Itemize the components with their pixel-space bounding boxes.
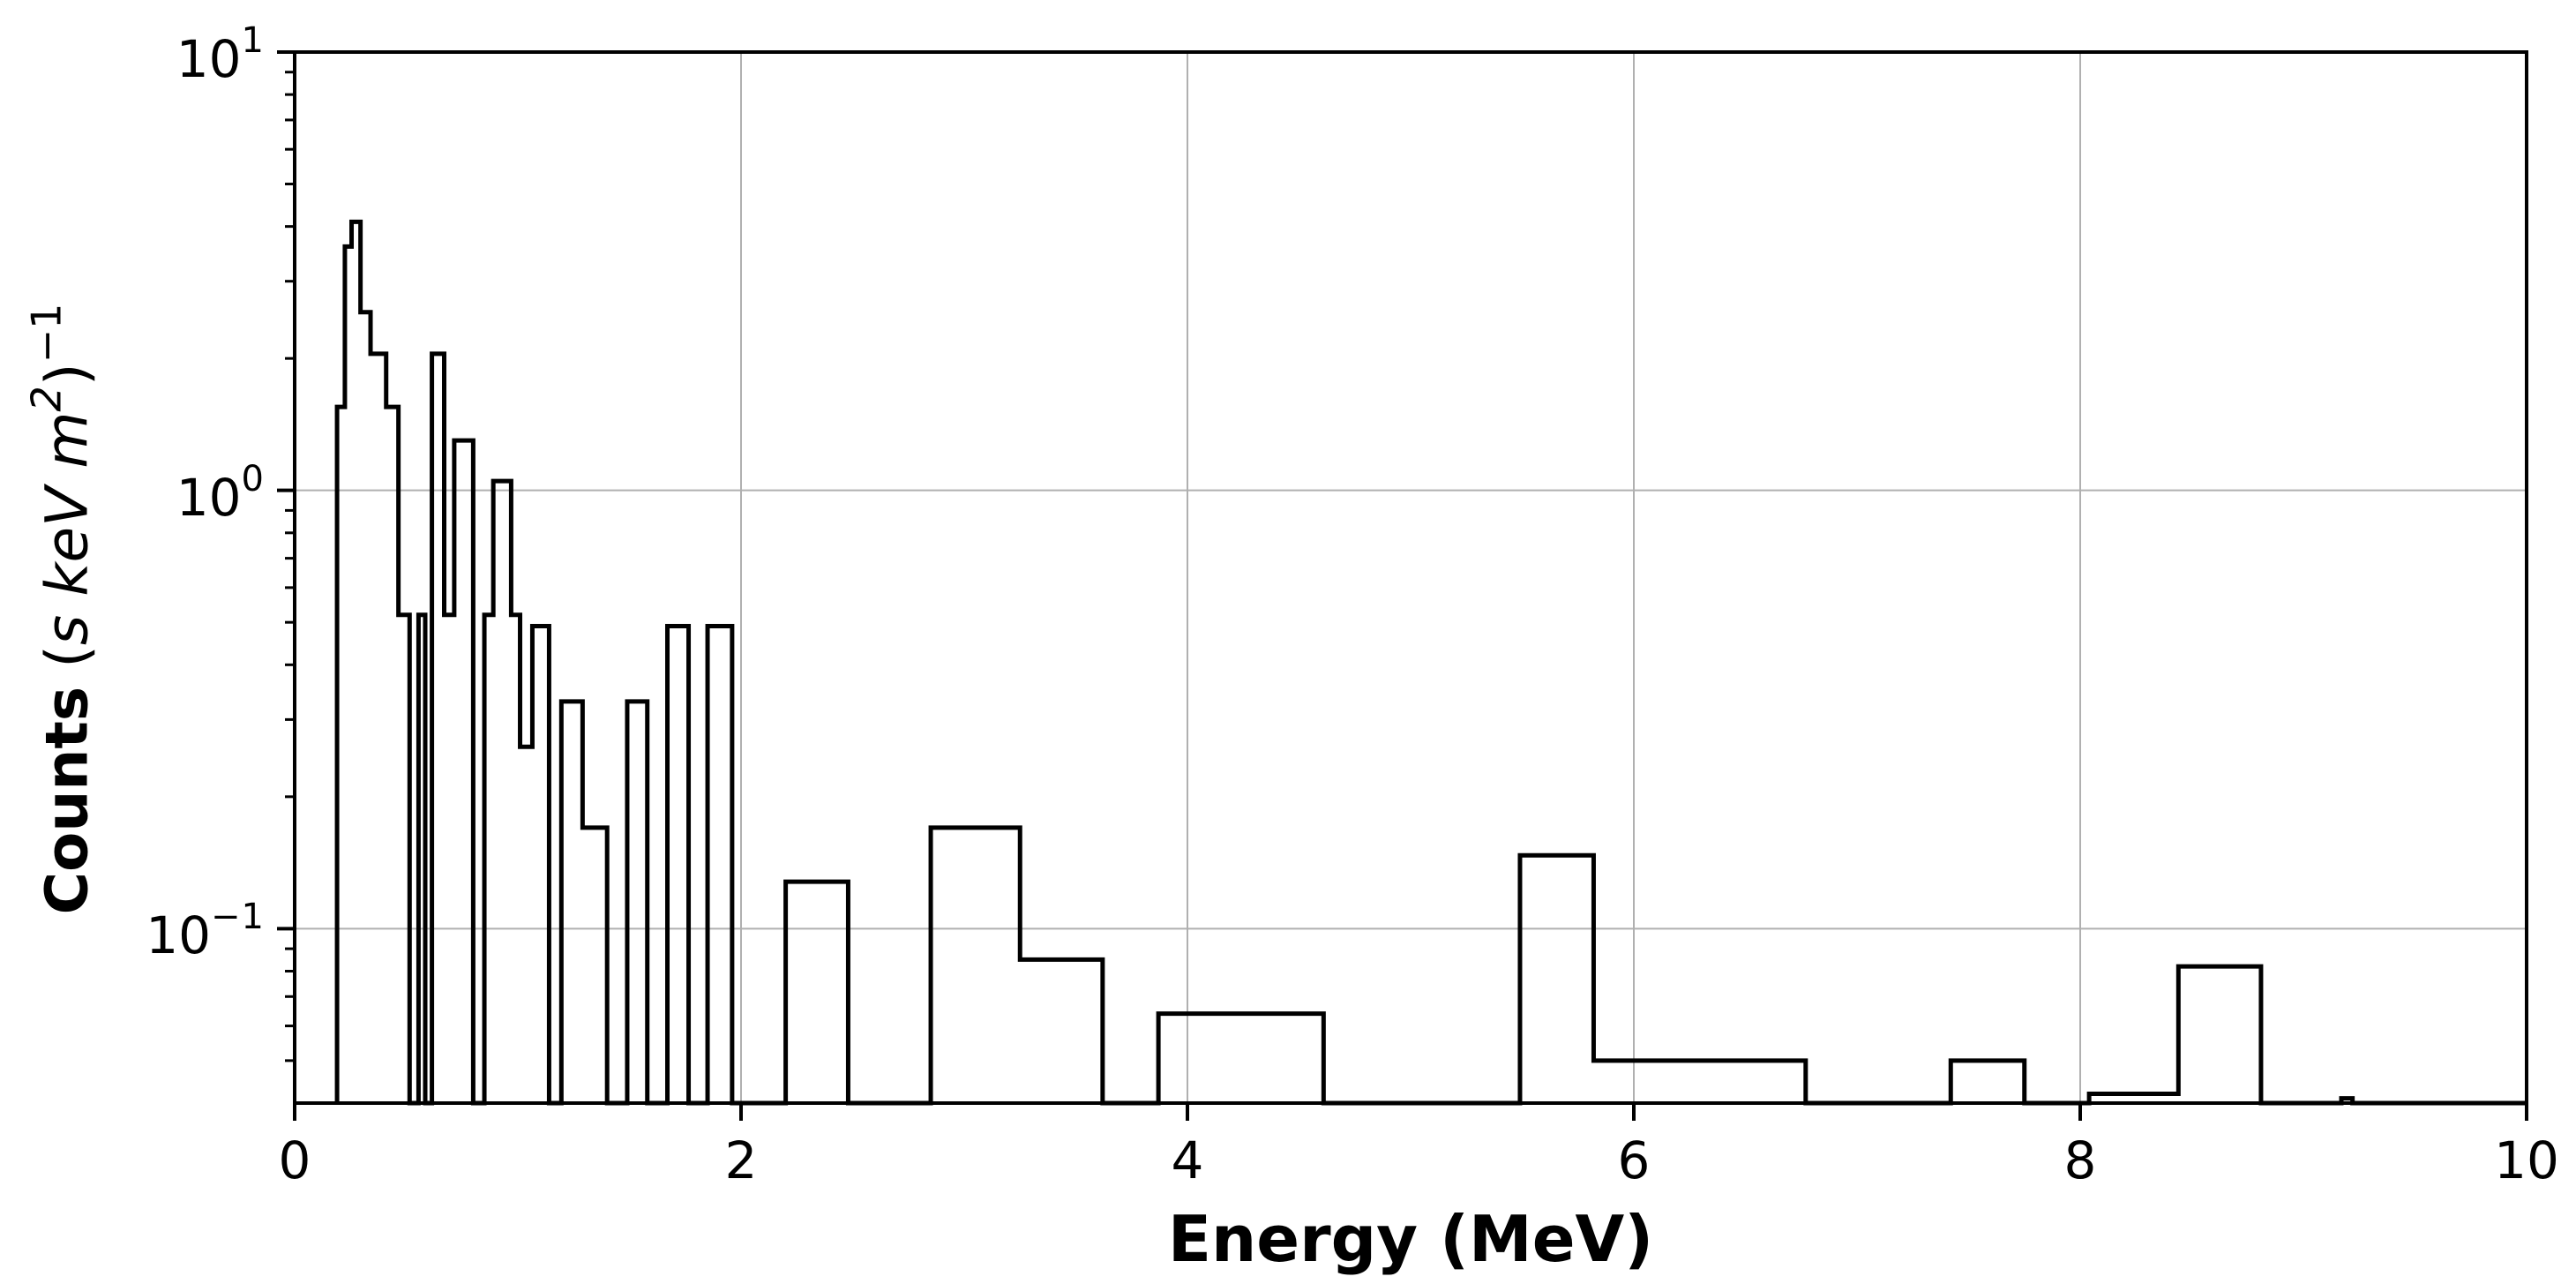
x-axis-title: Energy (MeV) — [1167, 1202, 1654, 1276]
x-tick-label: 0 — [278, 1130, 311, 1190]
x-tick-label: 8 — [2063, 1130, 2097, 1190]
x-tick-label: 4 — [1171, 1130, 1204, 1190]
y-axis-title-word: Counts — [33, 686, 101, 914]
x-tick-label: 6 — [1617, 1130, 1651, 1190]
y-axis-title: Counts (s keV m2)−1 — [22, 303, 101, 914]
axes-spines — [293, 50, 2528, 1105]
y-tick-label: 101 — [176, 20, 265, 89]
y-tick-label: 100 — [176, 458, 265, 528]
histogram-step-line — [334, 219, 2527, 1106]
x-tick-label: 2 — [724, 1130, 758, 1190]
x-tick-label: 10 — [2494, 1130, 2559, 1190]
y-tick-label: 10−1 — [146, 897, 265, 966]
